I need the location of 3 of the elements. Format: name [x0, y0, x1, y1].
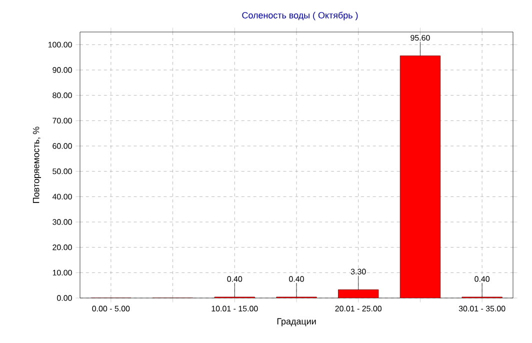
y-axis-title: Повторяемость, % — [32, 126, 42, 203]
x-axis-title: Градации — [277, 318, 316, 326]
chart-title: Соленость воды ( Октябрь ) — [242, 12, 358, 20]
